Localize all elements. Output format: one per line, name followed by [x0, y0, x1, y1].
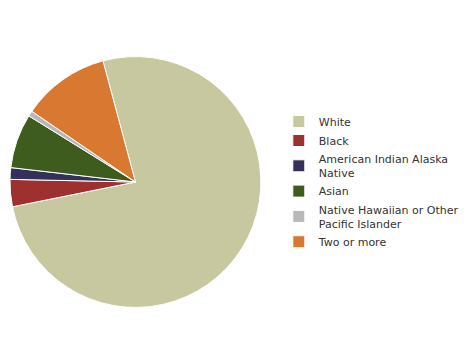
svg-text:Native Hawaiian or OtherPacifi: Native Hawaiian or OtherPacific Islander — [319, 204, 459, 231]
svg-text:Asian: Asian — [319, 185, 349, 198]
svg-text:Two or more: Two or more — [318, 236, 387, 249]
svg-text:White: White — [319, 116, 351, 129]
svg-text:American Indian AlaskaNative: American Indian AlaskaNative — [319, 153, 448, 180]
svg-text:Black: Black — [319, 135, 349, 148]
